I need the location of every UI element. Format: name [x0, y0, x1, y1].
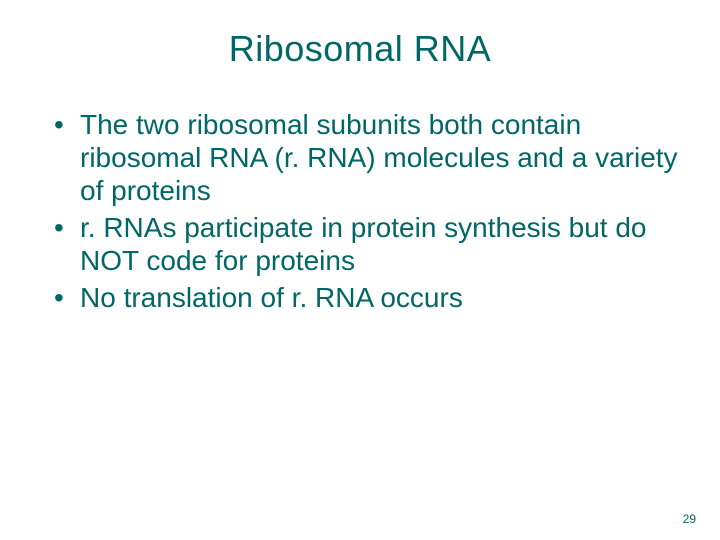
list-item: The two ribosomal subunits both contain …	[50, 108, 680, 207]
list-item: r. RNAs participate in protein synthesis…	[50, 211, 680, 277]
slide: Ribosomal RNA The two ribosomal subunits…	[0, 0, 720, 540]
slide-title: Ribosomal RNA	[40, 28, 680, 70]
bullet-list: The two ribosomal subunits both contain …	[40, 108, 680, 314]
list-item: No translation of r. RNA occurs	[50, 281, 680, 314]
page-number: 29	[683, 512, 696, 526]
